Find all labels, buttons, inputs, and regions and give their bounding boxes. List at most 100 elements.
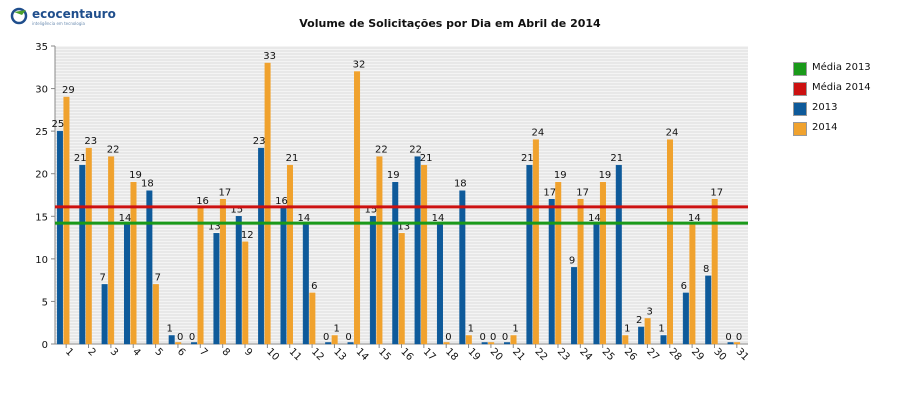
data-label-2013-day-15: 15 — [365, 204, 378, 215]
data-label-2014-day-26: 1 — [624, 323, 630, 334]
x-tick-label-22: 22 — [533, 346, 550, 363]
data-label-2014-day-15: 22 — [375, 145, 388, 156]
bar-2014-day-1 — [63, 96, 70, 345]
y-tick-label: 10 — [35, 255, 48, 266]
data-label-2013-day-30: 8 — [703, 264, 709, 275]
bar-2014-day-15 — [376, 156, 383, 345]
x-tick-label-12: 12 — [309, 346, 326, 363]
y-tick-label: 30 — [35, 85, 48, 96]
data-label-2013-day-25: 14 — [588, 213, 601, 224]
bar-2013-day-2 — [79, 164, 86, 345]
y-tick-label: 15 — [35, 212, 48, 223]
bar-2014-day-26 — [622, 335, 629, 345]
data-label-2013-day-31: 0 — [725, 332, 731, 343]
data-label-2013-day-17: 22 — [409, 145, 422, 156]
legend-label-media-2014: Média 2014 — [812, 82, 871, 93]
y-tick-label: 35 — [35, 42, 48, 53]
data-label-2013-day-29: 6 — [681, 281, 687, 292]
data-label-2014-day-3: 22 — [107, 145, 120, 156]
data-label-2014-day-24: 17 — [576, 187, 589, 198]
x-tick-label-7: 7 — [197, 346, 209, 358]
bar-2013-day-12 — [302, 224, 309, 345]
bar-2014-day-2 — [85, 147, 92, 345]
data-label-2014-day-21: 1 — [512, 323, 518, 334]
legend-swatch-media-2013 — [793, 62, 807, 76]
x-tick-label-20: 20 — [488, 346, 505, 363]
bar-2014-day-17 — [421, 164, 428, 345]
bar-2014-day-29 — [689, 224, 696, 345]
x-tick-label-9: 9 — [242, 346, 254, 358]
bar-2013-day-20 — [481, 342, 488, 345]
data-label-2013-day-18: 14 — [432, 213, 445, 224]
company-logo: ecocentauro inteligência em tecnologia — [10, 6, 120, 26]
bar-2013-day-5 — [146, 190, 153, 345]
bar-2014-day-19 — [465, 335, 472, 345]
x-tick-label-10: 10 — [264, 346, 281, 363]
data-label-2013-day-20: 0 — [479, 332, 485, 343]
data-label-2013-day-8: 13 — [208, 221, 221, 232]
legend-swatch-media-2014 — [793, 82, 807, 96]
x-tick-label-6: 6 — [175, 346, 187, 358]
data-label-2014-day-12: 6 — [311, 281, 317, 292]
data-label-2014-day-13: 1 — [333, 323, 339, 334]
data-label-2014-day-16: 13 — [397, 221, 410, 232]
x-tick-label-1: 1 — [63, 346, 75, 358]
x-tick-label-25: 25 — [600, 346, 617, 363]
data-label-2013-day-19: 18 — [454, 179, 467, 190]
y-tick-label: 20 — [35, 170, 48, 181]
bar-2014-day-13 — [331, 335, 338, 345]
data-label-2014-day-31: 0 — [736, 332, 742, 343]
logo-name: ecocentauro — [32, 7, 116, 21]
data-label-2014-day-9: 12 — [241, 230, 254, 241]
data-label-2013-day-10: 23 — [253, 136, 266, 147]
data-label-2013-day-27: 2 — [636, 315, 642, 326]
x-tick-label-5: 5 — [152, 346, 164, 358]
data-label-2014-day-27: 3 — [646, 306, 652, 317]
bar-2014-day-3 — [108, 156, 115, 345]
data-label-2014-day-2: 23 — [84, 136, 97, 147]
bar-2013-day-4 — [123, 224, 130, 345]
data-label-2013-day-2: 21 — [74, 153, 87, 164]
data-label-2014-day-17: 21 — [420, 153, 433, 164]
bar-2013-day-23 — [548, 199, 555, 345]
x-tick-label-8: 8 — [220, 346, 232, 358]
bar-2014-day-12 — [309, 292, 316, 345]
x-tick-label-30: 30 — [711, 346, 728, 363]
data-label-2013-day-3: 7 — [99, 272, 105, 283]
bar-2013-day-13 — [325, 342, 332, 345]
x-tick-label-29: 29 — [689, 346, 706, 363]
data-label-2014-day-25: 19 — [599, 170, 612, 181]
x-tick-label-11: 11 — [287, 346, 304, 363]
x-tick-label-14: 14 — [354, 346, 371, 363]
bar-2013-day-26 — [615, 164, 622, 345]
data-label-2014-day-7: 16 — [196, 196, 209, 207]
data-label-2013-day-28: 1 — [658, 323, 664, 334]
x-tick-label-18: 18 — [443, 346, 460, 363]
bar-2013-day-30 — [705, 275, 712, 345]
x-tick-label-3: 3 — [108, 346, 120, 358]
data-label-2014-day-11: 21 — [286, 153, 299, 164]
data-label-2014-day-18: 0 — [445, 332, 451, 343]
data-label-2013-day-9: 15 — [230, 204, 243, 215]
bar-2013-day-21 — [504, 342, 511, 345]
logo-mark-icon — [10, 7, 28, 25]
data-label-2013-day-5: 18 — [141, 179, 154, 190]
data-label-2014-day-29: 14 — [688, 213, 701, 224]
data-label-2013-day-13: 0 — [323, 332, 329, 343]
legend-swatch-2014 — [793, 122, 807, 136]
data-label-2014-day-28: 24 — [666, 128, 679, 139]
bar-2014-day-5 — [152, 284, 159, 345]
data-label-2013-day-11: 16 — [275, 196, 288, 207]
x-tick-label-17: 17 — [421, 346, 438, 363]
x-tick-label-26: 26 — [622, 346, 639, 363]
bar-2013-day-7 — [191, 342, 198, 345]
data-label-2013-day-16: 19 — [387, 170, 400, 181]
bar-2013-day-22 — [526, 164, 533, 345]
bar-2014-day-21 — [510, 335, 517, 345]
bar-2014-day-24 — [577, 199, 584, 345]
data-label-2013-day-1: 25 — [52, 119, 65, 130]
bar-2013-day-10 — [258, 147, 265, 345]
bar-2013-day-18 — [436, 224, 443, 345]
y-tick-label: 25 — [35, 127, 48, 138]
